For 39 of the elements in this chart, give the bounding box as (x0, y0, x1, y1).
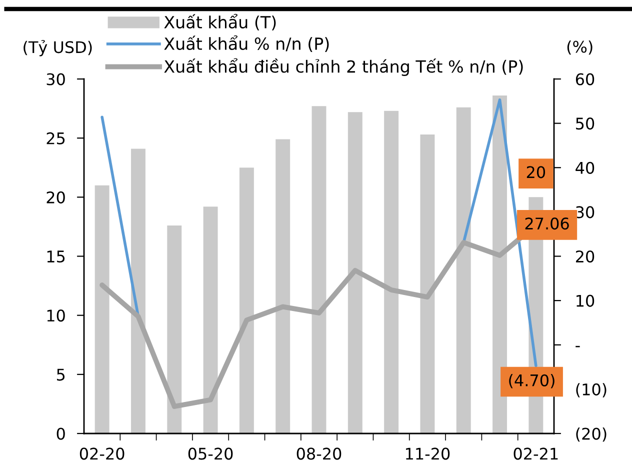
x-tick-label: 11-20 (406, 448, 450, 460)
x-tick-label: 02-21 (514, 448, 558, 460)
y-tick-label: 15 (47, 250, 65, 263)
bar (167, 226, 182, 434)
bar (312, 106, 326, 434)
bar (131, 148, 146, 434)
y2-tick-label: 40 (576, 162, 594, 174)
x-tick-label: 08-20 (296, 448, 342, 460)
y2-tick-label: 60 (576, 73, 594, 86)
bar (384, 110, 399, 434)
y-tick-label: 5 (57, 368, 65, 381)
x-tick-label: 02-20 (80, 448, 124, 460)
bar (239, 168, 254, 434)
y2-tick-label: 10 (576, 294, 594, 307)
y-tick-label: 20 (46, 191, 65, 204)
y-tick-label: 25 (46, 132, 65, 144)
data-label: 20 (526, 166, 546, 178)
y2-tick-label: 20 (576, 250, 594, 263)
y2-tick-label: - (576, 346, 580, 348)
y2-tick-label: (10) (576, 383, 606, 398)
bar (203, 206, 218, 434)
bar (276, 139, 290, 434)
bar (456, 107, 471, 434)
bar (94, 185, 110, 434)
legend-label: Xuất khẩu (T) (164, 14, 276, 30)
y-tick-label: 0 (56, 428, 65, 440)
data-label: (4.70) (509, 374, 554, 388)
x-tick-label: 05-20 (188, 448, 233, 460)
bar (348, 112, 362, 434)
bar (420, 134, 435, 434)
y-tick-label: 30 (46, 73, 65, 86)
y2-tick-label: (20) (576, 427, 606, 442)
y2-tick-label: 50 (576, 118, 594, 130)
y-tick-label: 10 (47, 310, 65, 322)
y-axis-title: (Tỷ USD) (24, 40, 92, 56)
legend-label: Xuất khẩu % n/n (P) (164, 35, 329, 52)
y2-axis-title: (%) (567, 40, 592, 55)
data-label: 27.06 (525, 218, 569, 230)
legend-label: Xuất khẩu điều chỉnh 2 tháng Tết % n/n (P) (164, 58, 523, 76)
